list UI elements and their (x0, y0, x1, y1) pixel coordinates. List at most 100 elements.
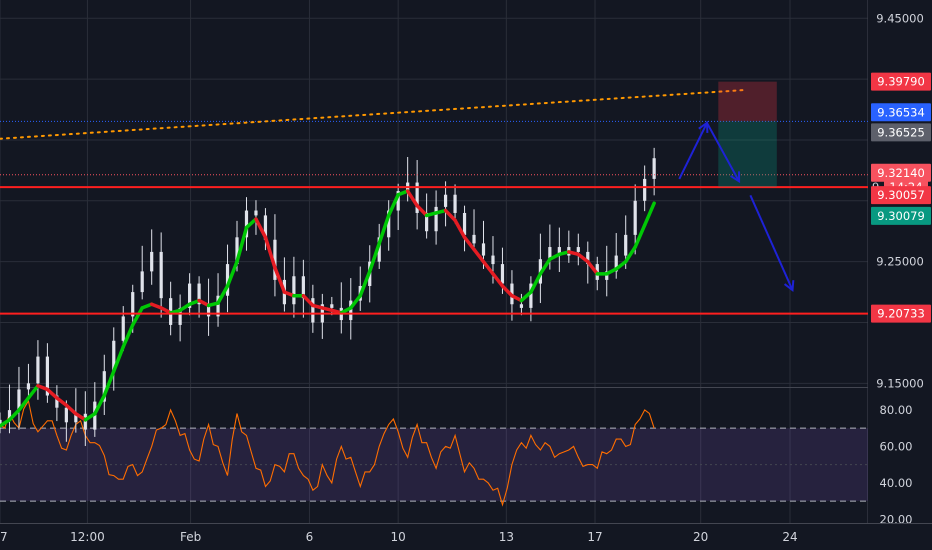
time-tick-label: 17 (587, 530, 602, 544)
candle-body (396, 191, 400, 211)
candle-body (301, 276, 305, 299)
candle-body (188, 283, 192, 308)
candle-body (206, 304, 211, 317)
candle-body (131, 292, 135, 317)
candle-body (586, 251, 590, 265)
candle-body (36, 356, 40, 384)
moving-average-segment (510, 293, 524, 303)
rsi-panel (0, 399, 868, 507)
moving-average-segment (64, 403, 78, 416)
moving-average-segment (491, 272, 505, 288)
price-label: 9.36525 (877, 125, 925, 139)
moving-average-segment (0, 418, 12, 428)
moving-average-segment (55, 396, 69, 408)
moving-average-segment (623, 245, 637, 264)
moving-average-segment (216, 284, 230, 305)
price-label-bg (871, 186, 931, 205)
moving-average-segment (538, 257, 552, 276)
moving-average-segment (519, 290, 533, 303)
moving-average-segment (102, 369, 116, 398)
candle-body (643, 178, 647, 201)
moving-average-segment (17, 396, 31, 412)
candle-body (529, 283, 533, 308)
moving-average-segment (7, 408, 21, 422)
moving-average-segment (548, 252, 562, 261)
time-tick-label: 20 (693, 530, 708, 544)
moving-average-segment (349, 293, 363, 310)
time-axis[interactable]: 27 12:00 Feb 6 10 13 17 20 24 (0, 523, 932, 550)
moving-average-segment (386, 192, 400, 218)
candle-body (425, 212, 429, 232)
candle-body (178, 307, 182, 325)
moving-average-segment (45, 387, 59, 400)
candle-body (26, 383, 31, 390)
time-tick-label: Feb (180, 530, 201, 544)
candle-body (311, 298, 315, 323)
candle-body (74, 413, 78, 423)
moving-average-segment (301, 293, 315, 308)
candle-body (557, 247, 561, 256)
moving-average-segment (339, 306, 353, 315)
candle-body (273, 239, 277, 280)
candle-body (330, 304, 334, 308)
moving-average-segment (614, 259, 628, 271)
moving-average-segment (254, 217, 268, 240)
candle-body (150, 251, 154, 272)
candle-body (225, 264, 230, 296)
moving-average-segment (604, 267, 618, 276)
candle-body (0, 419, 2, 426)
price-panel (0, 120, 868, 447)
candle-body (415, 182, 419, 213)
candle-body (254, 210, 258, 216)
candle-body (443, 194, 448, 207)
moving-average-segment (576, 252, 590, 264)
time-tick-label: 6 (306, 530, 314, 544)
rsi-tick-label: 40.00 (880, 476, 913, 490)
price-label-bg (871, 304, 931, 323)
time-tick-label: 13 (499, 530, 514, 544)
candle-body (453, 194, 457, 213)
candle-body (45, 356, 50, 396)
moving-average-segment (405, 189, 419, 208)
candle-body (159, 251, 163, 299)
projection-arrow-head (783, 280, 795, 293)
moving-average-segment (225, 259, 239, 288)
price-label: 9.39790 (877, 75, 925, 89)
candle-body (387, 210, 391, 238)
moving-average-segment (586, 259, 600, 276)
drawings (0, 81, 795, 293)
candle-body (462, 212, 467, 235)
moving-average-segment (159, 306, 173, 315)
price-label: 9.30079 (877, 209, 925, 223)
candle-body (263, 215, 268, 240)
price-axis[interactable]: 9.45000 9.25000 9.15000 80.00 60.00 40.00 20.0… (868, 0, 932, 550)
candle-body (235, 237, 239, 265)
projection-arrow-head (698, 121, 709, 133)
moving-average-segment (377, 213, 391, 246)
price-label: 9.30057 (877, 188, 925, 202)
moving-average-segment (529, 272, 543, 294)
candle-body (614, 255, 618, 272)
candle-body (377, 237, 381, 262)
projection-arrow (749, 194, 794, 291)
trendline-dotted (0, 89, 746, 140)
time-tick-label: 10 (391, 530, 406, 544)
candle-body (140, 271, 144, 293)
time-axis-background (0, 524, 932, 550)
candle-body (605, 271, 609, 280)
moving-average-segment (462, 235, 476, 252)
price-label: 9.32140 (877, 166, 925, 180)
candle-body (292, 276, 296, 305)
take-profit-zone (718, 121, 777, 188)
grid (0, 0, 932, 523)
candle-body (500, 264, 505, 284)
candle-body (244, 210, 249, 238)
price-tick-label: 9.45000 (876, 11, 924, 25)
moving-average-segment (93, 393, 107, 416)
moving-average-segment (121, 323, 135, 349)
stop-loss-zone (718, 81, 777, 122)
projection-arrow-head (730, 171, 741, 184)
candle-body (652, 158, 656, 179)
